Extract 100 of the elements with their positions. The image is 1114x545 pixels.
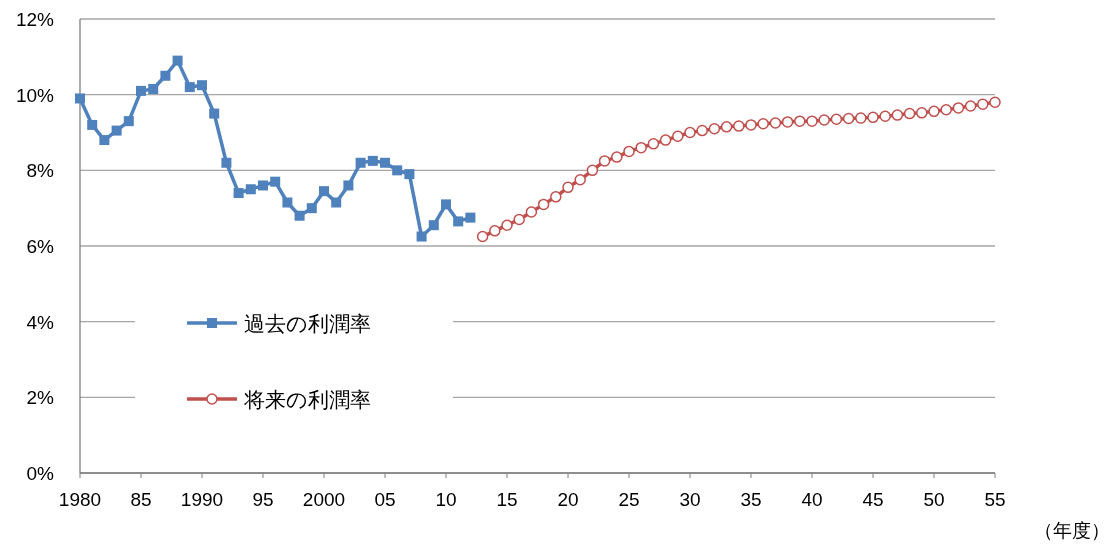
x-tick-label: 55 <box>984 489 1006 510</box>
point <box>209 108 220 119</box>
point <box>136 85 146 96</box>
x-tick-label: 2000 <box>302 489 346 510</box>
point <box>343 180 354 191</box>
y-tick-label: 8% <box>26 160 55 182</box>
point <box>708 122 721 135</box>
x-tick-label: 95 <box>252 489 274 510</box>
point <box>757 118 769 130</box>
point <box>197 80 207 91</box>
y-tick-label: 2% <box>26 387 55 409</box>
point <box>513 213 525 226</box>
point <box>989 96 1001 108</box>
legend-label: 将来の利潤率 <box>243 388 371 411</box>
point <box>380 157 390 168</box>
y-tick-label: 12% <box>15 9 55 30</box>
point <box>148 83 159 94</box>
point <box>476 230 489 243</box>
point <box>404 169 415 180</box>
y-tick-label: 6% <box>26 236 55 257</box>
point <box>903 107 916 120</box>
point <box>586 164 599 177</box>
point <box>818 114 830 126</box>
point <box>623 145 635 158</box>
x-tick-label: 1980 <box>58 489 102 510</box>
legend-label: 過去の利潤率 <box>244 312 371 335</box>
point <box>428 220 439 231</box>
point <box>172 55 183 66</box>
point <box>184 82 195 93</box>
point <box>598 155 611 167</box>
point <box>465 212 476 223</box>
point <box>111 125 122 136</box>
point <box>221 157 232 168</box>
point <box>696 124 708 137</box>
x-tick-label: 40 <box>801 489 823 510</box>
point <box>916 107 928 119</box>
point <box>319 186 329 197</box>
point <box>867 111 879 124</box>
point <box>574 174 586 186</box>
point <box>733 120 745 132</box>
point <box>647 138 660 150</box>
point <box>928 105 940 118</box>
x-tick-label: 15 <box>496 489 518 510</box>
point <box>720 121 733 133</box>
point <box>550 191 562 203</box>
point <box>525 206 538 218</box>
point <box>769 117 782 129</box>
x-tick-label: 50 <box>923 489 945 510</box>
point <box>331 197 342 208</box>
point <box>635 141 647 154</box>
point <box>453 216 464 227</box>
x-tick-label: 85 <box>130 489 152 510</box>
x-tick-label: 10 <box>435 489 457 510</box>
point <box>87 119 98 130</box>
point <box>441 199 451 210</box>
point <box>160 70 171 81</box>
point <box>489 225 501 237</box>
x-tick-label: 35 <box>740 489 762 510</box>
point <box>294 210 305 221</box>
point <box>562 181 574 194</box>
point <box>781 116 794 128</box>
point <box>794 115 806 127</box>
point <box>964 100 977 112</box>
point <box>233 188 244 199</box>
point <box>879 110 891 122</box>
point <box>830 113 843 126</box>
x-tick-label: 45 <box>862 489 884 510</box>
point <box>123 116 134 127</box>
point <box>952 102 965 114</box>
point <box>891 109 904 121</box>
point <box>611 151 623 163</box>
point <box>940 104 952 116</box>
point <box>842 112 855 125</box>
x-tick-label: 30 <box>679 489 701 510</box>
point <box>684 126 696 139</box>
point <box>855 112 867 124</box>
point <box>745 119 757 131</box>
point <box>659 134 672 146</box>
point <box>806 115 818 127</box>
point <box>501 219 513 231</box>
point <box>99 135 110 146</box>
y-tick-label: 10% <box>15 84 55 106</box>
x-tick-label: 20 <box>557 489 579 510</box>
point <box>355 157 366 168</box>
point <box>416 231 427 242</box>
y-tick-label: 0% <box>26 463 55 484</box>
point <box>282 197 293 208</box>
point <box>392 165 403 176</box>
x-axis-title: （年度） <box>1034 520 1110 541</box>
x-tick-label: 05 <box>374 489 396 510</box>
x-tick-label: 1990 <box>180 489 224 510</box>
point <box>672 130 684 143</box>
point <box>75 93 85 104</box>
x-tick-label: 25 <box>618 489 640 510</box>
point <box>977 98 989 110</box>
point <box>537 198 550 211</box>
point <box>306 203 317 214</box>
point <box>245 184 256 195</box>
point <box>270 176 281 187</box>
point <box>367 155 378 166</box>
